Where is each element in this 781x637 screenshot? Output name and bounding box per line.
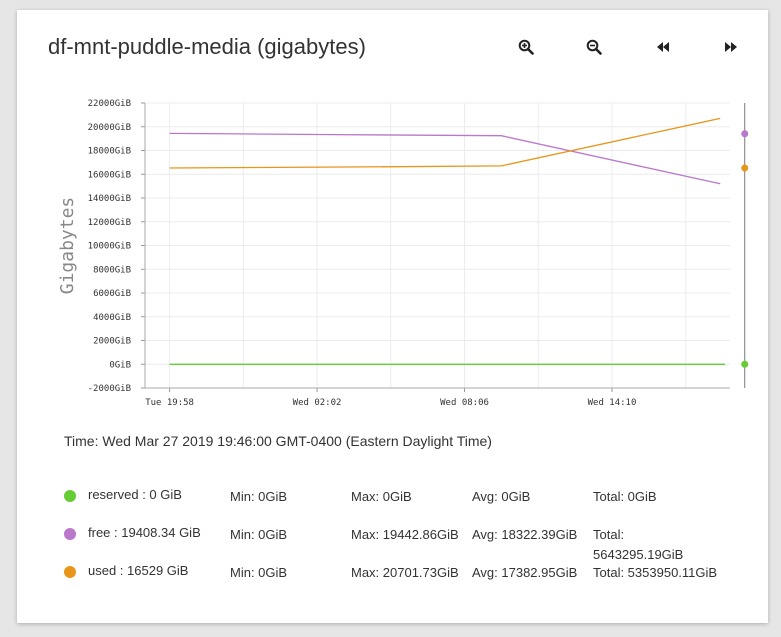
x-tick-label: Wed 08:06 [440, 398, 489, 408]
zoom-out-icon [586, 39, 602, 55]
legend-total: Total: 5353950.11GiB [593, 565, 718, 580]
fast-forward-button[interactable] [716, 36, 746, 58]
legend-series-name: reserved : 0 GiB [88, 487, 182, 502]
rewind-icon [657, 42, 669, 52]
y-tick-label: 18000GiB [88, 147, 131, 157]
y-tick-label: 6000GiB [93, 289, 131, 299]
hover-time-label: Time: Wed Mar 27 2019 19:46:00 GMT-0400 … [64, 433, 492, 449]
zoom-in-icon [518, 39, 534, 55]
legend-swatch-reserved [64, 490, 76, 502]
y-tick-label: 20000GiB [88, 123, 131, 133]
legend-total: Total: 5643295.19GiB [593, 527, 684, 562]
legend-total: Total: 0GiB [593, 489, 657, 504]
series-line-used [169, 117, 721, 169]
hover-marker-used [741, 164, 749, 172]
legend-avg: Avg: 0GiB [472, 489, 531, 504]
legend-max: Max: 19442.86GiB [351, 527, 459, 542]
x-tick-label: Wed 14:10 [588, 398, 637, 408]
y-tick-label: 14000GiB [88, 194, 131, 204]
y-tick-label: 0GiB [109, 360, 131, 370]
hover-marker-free [741, 130, 749, 138]
x-tick-label: Wed 02:02 [293, 398, 342, 408]
y-tick-label: 12000GiB [88, 218, 131, 228]
x-tick-label: Tue 19:58 [145, 398, 194, 408]
y-tick-label: -2000GiB [88, 384, 131, 394]
graph-card: df-mnt-puddle-media (gigabytes) 22000GiB… [17, 10, 768, 623]
legend-avg: Avg: 18322.39GiB [472, 527, 578, 542]
y-tick-label: 22000GiB [88, 99, 131, 109]
legend-series-name: free : 19408.34 GiB [88, 525, 201, 540]
y-tick-label: 2000GiB [93, 337, 131, 347]
legend-max: Max: 0GiB [351, 489, 412, 504]
legend-swatch-used [64, 566, 76, 578]
legend-swatch-free [64, 528, 76, 540]
zoom-in-button[interactable] [511, 36, 541, 58]
legend-max: Max: 20701.73GiB [351, 565, 459, 580]
y-tick-label: 4000GiB [93, 313, 131, 323]
legend-min: Min: 0GiB [230, 527, 288, 542]
line-chart[interactable]: 22000GiB 20000GiB 18000GiB 16000GiB 14000GiB… [17, 10, 768, 420]
y-axis-title: Gigabytes [57, 197, 78, 295]
zoom-out-button[interactable] [579, 36, 609, 58]
hover-marker-reserved [741, 360, 749, 368]
legend-series-name: used : 16529 GiB [88, 563, 189, 578]
y-tick-label: 10000GiB [88, 242, 131, 252]
series-line-free [169, 132, 721, 185]
legend-avg: Avg: 17382.95GiB [472, 565, 578, 580]
graph-title: df-mnt-puddle-media (gigabytes) [48, 34, 366, 59]
rewind-button[interactable] [648, 36, 678, 58]
legend-min: Min: 0GiB [230, 489, 288, 504]
y-tick-label: 16000GiB [88, 170, 131, 180]
y-tick-label: 8000GiB [93, 265, 131, 275]
fast-forward-icon [725, 42, 737, 52]
legend-min: Min: 0GiB [230, 565, 288, 580]
